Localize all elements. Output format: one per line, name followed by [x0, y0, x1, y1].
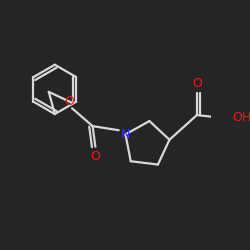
Text: O: O	[90, 150, 100, 163]
Text: O: O	[64, 95, 74, 108]
Text: N: N	[121, 128, 130, 141]
Text: O: O	[192, 77, 202, 90]
Text: OH: OH	[232, 111, 250, 124]
